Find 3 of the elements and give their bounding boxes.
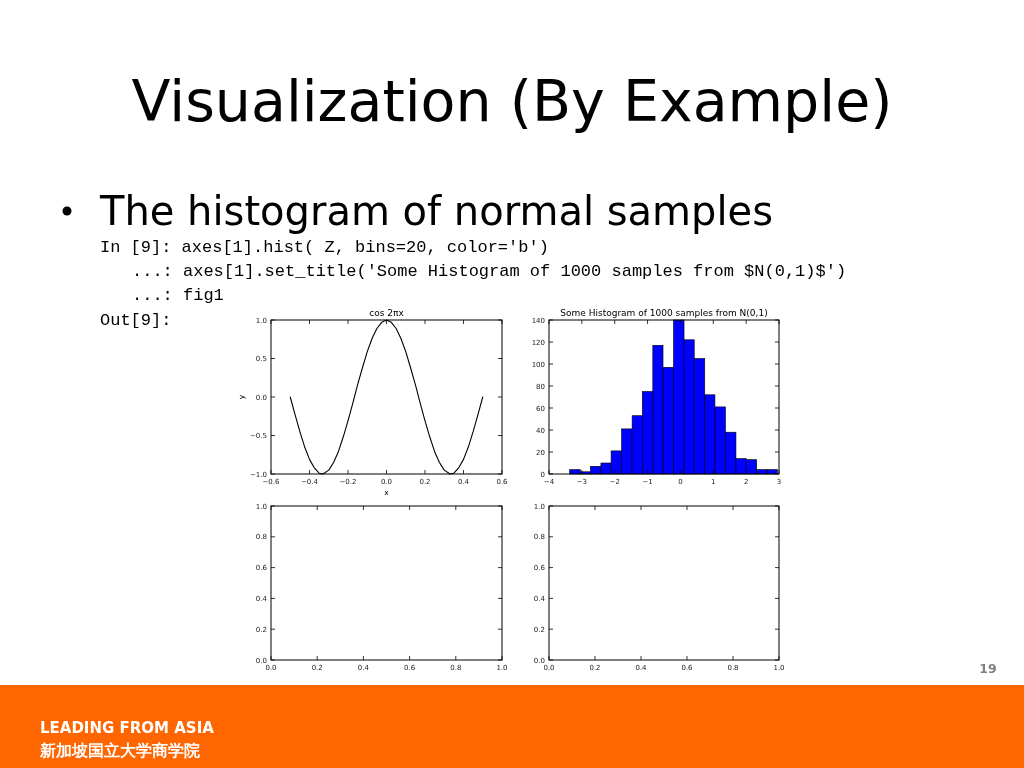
title: Some Histogram of 1000 samples from N(0,1) xyxy=(560,308,768,318)
title: Visualization (By Example) xyxy=(131,68,893,134)
title: cos 2πx xyxy=(369,308,404,318)
